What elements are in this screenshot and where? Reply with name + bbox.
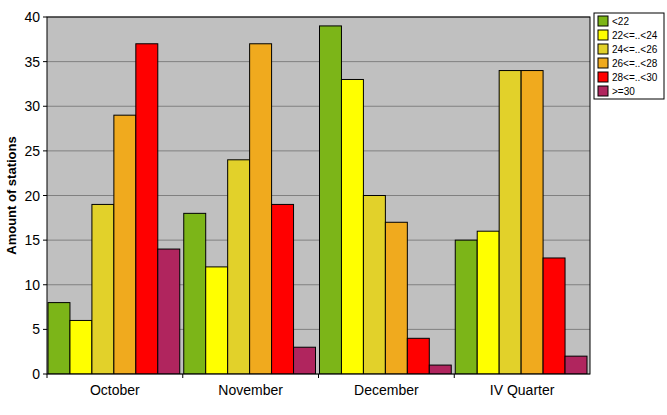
tick-label: 15 bbox=[24, 232, 40, 248]
tick-label: 5 bbox=[32, 321, 40, 337]
category-label: IV Quarter bbox=[490, 382, 555, 398]
bar bbox=[158, 249, 180, 374]
legend: <22 22<=..<24 24<=..<26 26<=..<28 28<=..<30 >… bbox=[594, 13, 664, 99]
bar bbox=[294, 347, 316, 374]
bar bbox=[499, 71, 521, 374]
bar bbox=[407, 338, 429, 374]
tick-mark bbox=[43, 61, 47, 62]
tick-mark bbox=[43, 329, 47, 330]
legend-swatch bbox=[598, 58, 608, 68]
legend-swatch bbox=[598, 16, 608, 26]
bar bbox=[341, 79, 363, 374]
bar bbox=[250, 44, 272, 374]
tick-mark bbox=[43, 195, 47, 196]
tick-mark bbox=[454, 374, 455, 378]
tick-mark bbox=[43, 284, 47, 285]
tick-mark bbox=[182, 374, 183, 378]
chart: 0 5 10 15 20 25 30 35 40 October November December I… bbox=[0, 0, 667, 415]
bar bbox=[477, 231, 499, 374]
tick-mark bbox=[43, 150, 47, 151]
tick-mark bbox=[43, 374, 47, 375]
legend-label: 28<=..<30 bbox=[612, 72, 658, 83]
legend-swatch bbox=[598, 44, 608, 54]
tick-mark bbox=[43, 17, 47, 18]
legend-box bbox=[594, 13, 664, 99]
legend-swatch bbox=[598, 86, 608, 96]
plot-frame bbox=[47, 17, 590, 374]
legend-label: >=30 bbox=[612, 86, 635, 97]
bar bbox=[521, 71, 543, 374]
bar bbox=[136, 44, 158, 374]
bar bbox=[48, 303, 70, 374]
tick-label: 10 bbox=[24, 277, 40, 293]
legend-label: 24<=..<26 bbox=[612, 44, 658, 55]
bars bbox=[48, 26, 587, 374]
legend-label: <22 bbox=[612, 16, 629, 27]
tick-label: 35 bbox=[24, 54, 40, 70]
bar bbox=[70, 320, 92, 374]
bar bbox=[228, 160, 250, 374]
bar bbox=[385, 222, 407, 374]
bar bbox=[320, 26, 342, 374]
bar bbox=[543, 258, 565, 374]
legend-label: 26<=..<28 bbox=[612, 58, 658, 69]
tick-mark bbox=[43, 106, 47, 107]
bar bbox=[272, 204, 294, 374]
bar bbox=[184, 213, 206, 374]
tick-mark bbox=[43, 240, 47, 241]
tick-label: 0 bbox=[32, 366, 40, 382]
tick-label: 20 bbox=[24, 188, 40, 204]
legend-swatch bbox=[598, 30, 608, 40]
tick-mark bbox=[318, 374, 319, 378]
bar bbox=[206, 267, 228, 374]
tick-label: 25 bbox=[24, 143, 40, 159]
bar bbox=[565, 356, 587, 374]
tick-label: 40 bbox=[24, 9, 40, 25]
category-label: December bbox=[354, 382, 419, 398]
tick-label: 30 bbox=[24, 98, 40, 114]
bar bbox=[455, 240, 477, 374]
plot-area bbox=[47, 17, 590, 374]
bar bbox=[114, 115, 136, 374]
axis-title: Amount of stations bbox=[4, 136, 19, 254]
tick-mark bbox=[47, 374, 48, 378]
bar bbox=[92, 204, 114, 374]
bar bbox=[429, 365, 451, 374]
legend-label: 22<=..<24 bbox=[612, 30, 658, 41]
legend-swatch bbox=[598, 72, 608, 82]
category-label: November bbox=[218, 382, 283, 398]
grid-line bbox=[47, 61, 590, 62]
category-label: October bbox=[90, 382, 140, 398]
bar bbox=[363, 196, 385, 375]
